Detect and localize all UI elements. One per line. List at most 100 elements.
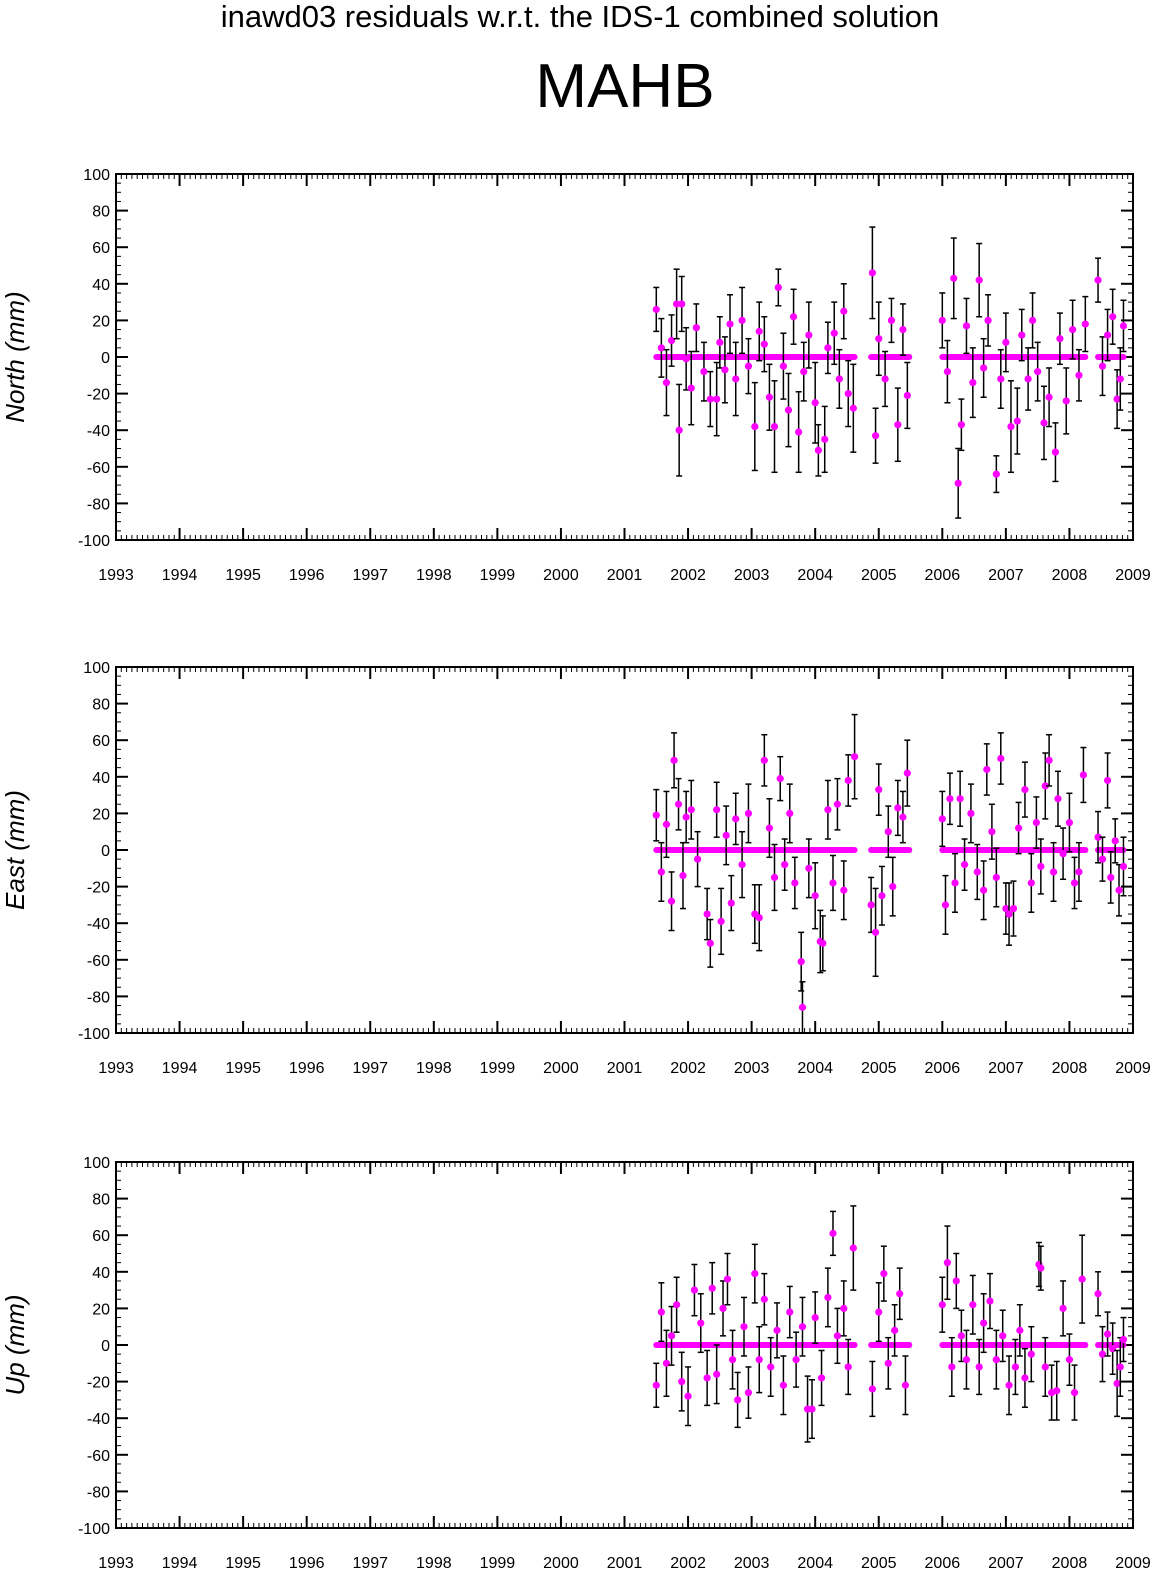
data-point <box>980 886 988 894</box>
data-point <box>703 910 711 918</box>
x-tick-label: 2009 <box>1115 1060 1151 1077</box>
data-point <box>980 1319 988 1327</box>
data-point <box>697 1319 705 1327</box>
data-point <box>700 368 708 376</box>
data-point <box>881 375 889 383</box>
data-point <box>889 883 897 891</box>
x-tick-label: 2004 <box>797 1060 833 1077</box>
data-point <box>830 329 838 337</box>
x-tick-label: 1998 <box>416 1060 452 1077</box>
x-tick-label: 2001 <box>607 567 643 584</box>
data-point <box>954 479 962 487</box>
data-point <box>943 368 951 376</box>
data-point <box>1113 395 1121 403</box>
y-tick-label: -100 <box>78 533 110 550</box>
x-tick-label: 1995 <box>225 1060 261 1077</box>
data-point <box>894 421 902 429</box>
data-point <box>678 300 686 308</box>
data-point <box>1002 904 1010 913</box>
y-tick-label: 0 <box>101 350 110 367</box>
data-point <box>894 804 902 812</box>
data-point <box>1103 776 1112 785</box>
data-point <box>760 1295 768 1303</box>
x-tick-label: 1995 <box>225 567 261 584</box>
data-point <box>795 428 803 436</box>
panel-up: 1993 1994 1995 1996 1997 1998 1999 2000 2001 2002… <box>0 1155 1151 1572</box>
data-point <box>727 899 735 907</box>
data-point <box>786 809 794 818</box>
data-point <box>1028 316 1037 324</box>
data-point <box>684 1392 692 1400</box>
data-point <box>732 375 740 383</box>
data-point <box>811 399 819 407</box>
data-point <box>1014 824 1023 832</box>
data-point <box>708 1284 716 1292</box>
data-point <box>673 300 681 308</box>
data-point <box>950 274 958 282</box>
data-point <box>957 421 965 429</box>
x-tick-label: 2006 <box>925 567 961 584</box>
y-tick-label: -20 <box>87 387 110 404</box>
data-point <box>884 828 892 836</box>
x-tick-label: 1996 <box>289 1060 325 1077</box>
x-tick-label: 1994 <box>162 567 198 584</box>
data-point <box>679 872 687 880</box>
x-tick-label: 1998 <box>416 567 452 584</box>
data-point <box>1109 313 1117 321</box>
panel-east: 1993 1994 1995 1996 1997 1998 1999 2000 2001 2002… <box>0 660 1151 1077</box>
x-tick-label: 1993 <box>98 1555 134 1572</box>
data-point <box>755 914 763 922</box>
data-point <box>703 1374 711 1382</box>
data-point <box>1021 786 1029 794</box>
data-point <box>1098 855 1107 863</box>
data-point <box>738 861 746 869</box>
data-point <box>1037 862 1045 871</box>
data-point <box>1018 331 1026 339</box>
y-tick-label: 20 <box>92 806 110 823</box>
x-tick-label: 1994 <box>162 1060 198 1077</box>
data-point <box>938 316 946 324</box>
data-point <box>899 813 907 821</box>
data-point <box>1065 818 1074 827</box>
data-point <box>1045 756 1053 764</box>
data-point <box>1037 1264 1045 1272</box>
data-point <box>657 868 665 876</box>
data-point <box>814 446 822 454</box>
data-point <box>844 390 852 398</box>
data-point <box>1111 837 1119 845</box>
data-point <box>997 754 1005 763</box>
y-tick-label: -100 <box>78 1521 110 1538</box>
data-point <box>824 344 832 352</box>
y-tick-label: 60 <box>92 240 110 257</box>
x-tick-label: 2006 <box>925 1555 961 1572</box>
data-point <box>891 1326 899 1334</box>
data-point <box>943 1259 951 1267</box>
x-tick-label: 2005 <box>861 567 897 584</box>
data-point <box>1103 1330 1112 1338</box>
data-point <box>884 1359 892 1367</box>
data-point <box>755 1356 763 1364</box>
x-tick-label: 2000 <box>543 1555 579 1572</box>
x-tick-label: 2007 <box>988 1060 1024 1077</box>
data-point <box>797 958 805 966</box>
data-point <box>732 815 740 823</box>
data-point <box>984 316 992 324</box>
y-tick-label: 40 <box>92 277 110 294</box>
data-point <box>1069 325 1077 334</box>
data-point <box>667 897 676 905</box>
data-point <box>969 379 977 387</box>
x-tick-label: 2005 <box>861 1060 897 1077</box>
x-tick-label: 2000 <box>543 567 579 584</box>
data-point <box>992 470 1000 478</box>
data-point <box>1094 276 1102 284</box>
data-point <box>1016 1326 1024 1334</box>
data-point <box>798 1323 807 1331</box>
x-tick-label: 1997 <box>352 567 388 584</box>
x-tick-label: 2007 <box>988 1555 1024 1572</box>
x-tick-label: 1997 <box>352 1060 388 1077</box>
data-point <box>896 1290 904 1298</box>
data-point <box>988 828 996 836</box>
data-point <box>706 939 714 947</box>
data-point <box>1078 1275 1086 1283</box>
data-point <box>1119 322 1128 330</box>
